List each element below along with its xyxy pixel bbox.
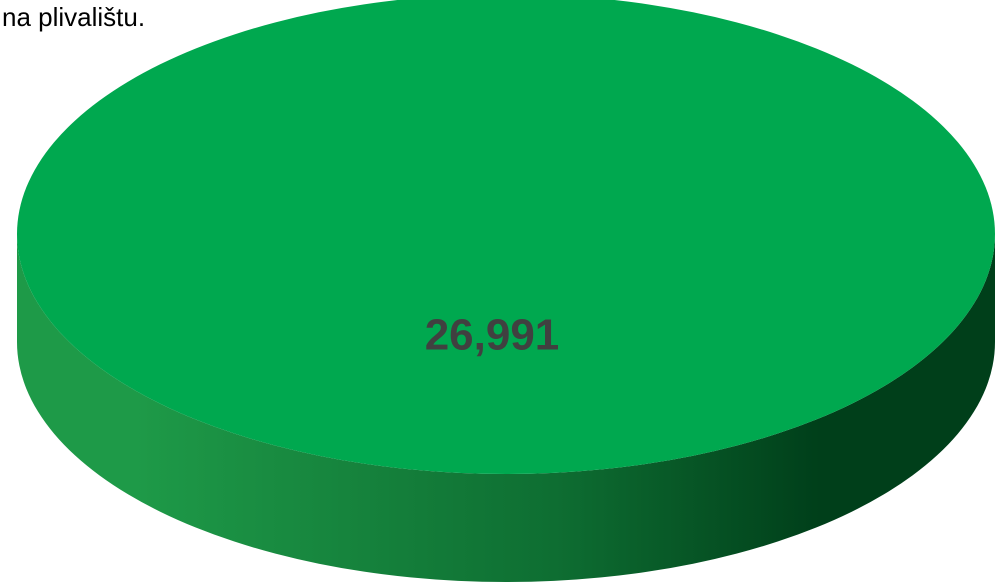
slice-data-label: 26,991 [425,311,560,360]
pie-slice-0 [17,0,995,474]
chart-caption: na plivalištu. [2,2,146,32]
pie-slice-side-0 [17,234,995,582]
